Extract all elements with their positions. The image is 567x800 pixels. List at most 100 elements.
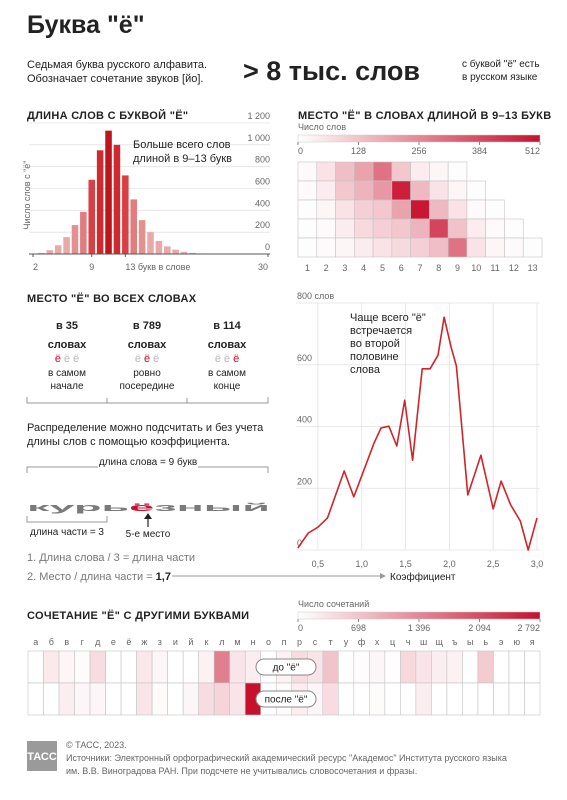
arrow-head (380, 573, 386, 579)
category-label: ш (420, 637, 427, 647)
category-label: р (297, 637, 302, 647)
explanation: Распределение можно подсчитать и без уче… (27, 422, 264, 434)
category-label: 11 (490, 263, 499, 273)
heat-cell (354, 218, 374, 239)
x-axis-label: Коэффициент (390, 571, 456, 583)
bar (172, 249, 179, 254)
category-label: н (250, 637, 255, 647)
heat-cell (485, 237, 505, 258)
category-label: к (204, 637, 208, 647)
heat-cell (415, 682, 432, 716)
heat-cell (504, 237, 524, 258)
letter: ё (153, 353, 159, 365)
colorbar (297, 134, 541, 143)
annotation: во второй (350, 338, 400, 350)
word-letter: ё (129, 502, 154, 514)
heat-cell (316, 218, 336, 239)
y-tick-label: 800 слов (297, 291, 334, 301)
category-label: 4 (361, 263, 366, 273)
heat-cell (410, 237, 430, 258)
x-tick-label: 0,5 (312, 559, 325, 569)
category-label: 5 (380, 263, 385, 273)
word-part: курь (27, 502, 130, 514)
heat-cell (431, 650, 448, 684)
annotation: длиной в 9–13 букв (133, 153, 232, 165)
heat-cell (198, 682, 215, 716)
colorbar-label: Число слов (298, 122, 346, 132)
heat-cell (58, 682, 75, 716)
category-label: щ (435, 637, 443, 647)
heat-cell (297, 199, 318, 220)
heat-cell (316, 180, 336, 201)
heat-cell (353, 650, 370, 684)
category-label: 9 (455, 263, 460, 273)
y-tick-label: 600 (255, 177, 270, 187)
intro-line: Обозначает сочетание звуков [йо]. (27, 73, 203, 85)
step: 2. Место / длина части = 1,7 (27, 571, 171, 583)
bracket (26, 516, 108, 523)
category-label: 8 (436, 263, 441, 273)
category-label: 1 (305, 263, 310, 273)
bar (113, 144, 121, 254)
heat-cell (316, 161, 336, 182)
heat-cell (429, 237, 449, 258)
colorbar (297, 611, 541, 620)
heat-cell (229, 650, 246, 684)
heat-cell (429, 161, 449, 182)
heat-cell (338, 650, 355, 684)
heat-cell (447, 199, 468, 220)
heat-cell (429, 199, 449, 220)
x-tick-label: 2,5 (487, 559, 500, 569)
row-label-pill (255, 690, 317, 708)
heat-cell (151, 650, 168, 684)
category-label: у (344, 637, 349, 647)
heat-cell (508, 650, 525, 684)
heat-cell (447, 237, 468, 258)
heat-cell (167, 682, 184, 716)
bar (105, 130, 112, 254)
category-label: ъ (452, 637, 458, 647)
category-label: ц (390, 637, 395, 647)
category-label: я (530, 637, 535, 647)
headline-note: в русском языке (462, 72, 538, 83)
logo (27, 741, 57, 771)
arrow-head (144, 513, 152, 519)
heat-cell (524, 682, 541, 716)
chart-title: СОЧЕТАНИЕ "Ё" С ДРУГИМИ БУКВАМИ (27, 609, 249, 622)
annotation: половине (350, 351, 399, 363)
example-word: курь ё зный (27, 502, 270, 514)
bar (147, 232, 154, 254)
heat-cell (508, 682, 525, 716)
bar (80, 211, 87, 254)
heat-cell (354, 180, 374, 201)
category-label: в (64, 637, 69, 647)
x-tick-label: 2,0 (443, 559, 456, 569)
heat-cell (297, 161, 318, 182)
bar (130, 199, 137, 254)
word-length: длина слова = 9 букв (99, 456, 197, 468)
letter: ё (135, 353, 141, 365)
category-label: й (188, 637, 193, 647)
headline: > 8 тыс. слов (243, 56, 420, 86)
annotation: Чаще всего "ё" (350, 312, 426, 324)
letter: ё (144, 353, 150, 365)
heat-cell (213, 650, 230, 684)
y-tick-label: 800 (255, 155, 270, 165)
position-caption: в самом (208, 368, 246, 379)
letter: ё (64, 353, 70, 365)
heat-cell (58, 650, 75, 684)
heat-cell (43, 682, 60, 716)
heat-cell (477, 650, 494, 684)
colorbar-tick-label: 512 (525, 146, 540, 156)
category-label: ь (483, 637, 488, 647)
line-series (297, 316, 538, 551)
category-label: ж (141, 637, 147, 647)
category-label: и (173, 637, 178, 647)
category-label: б (49, 637, 54, 647)
heat-cell (524, 650, 541, 684)
heat-cell (120, 650, 137, 684)
heat-cell (400, 682, 417, 716)
bar (38, 252, 45, 254)
